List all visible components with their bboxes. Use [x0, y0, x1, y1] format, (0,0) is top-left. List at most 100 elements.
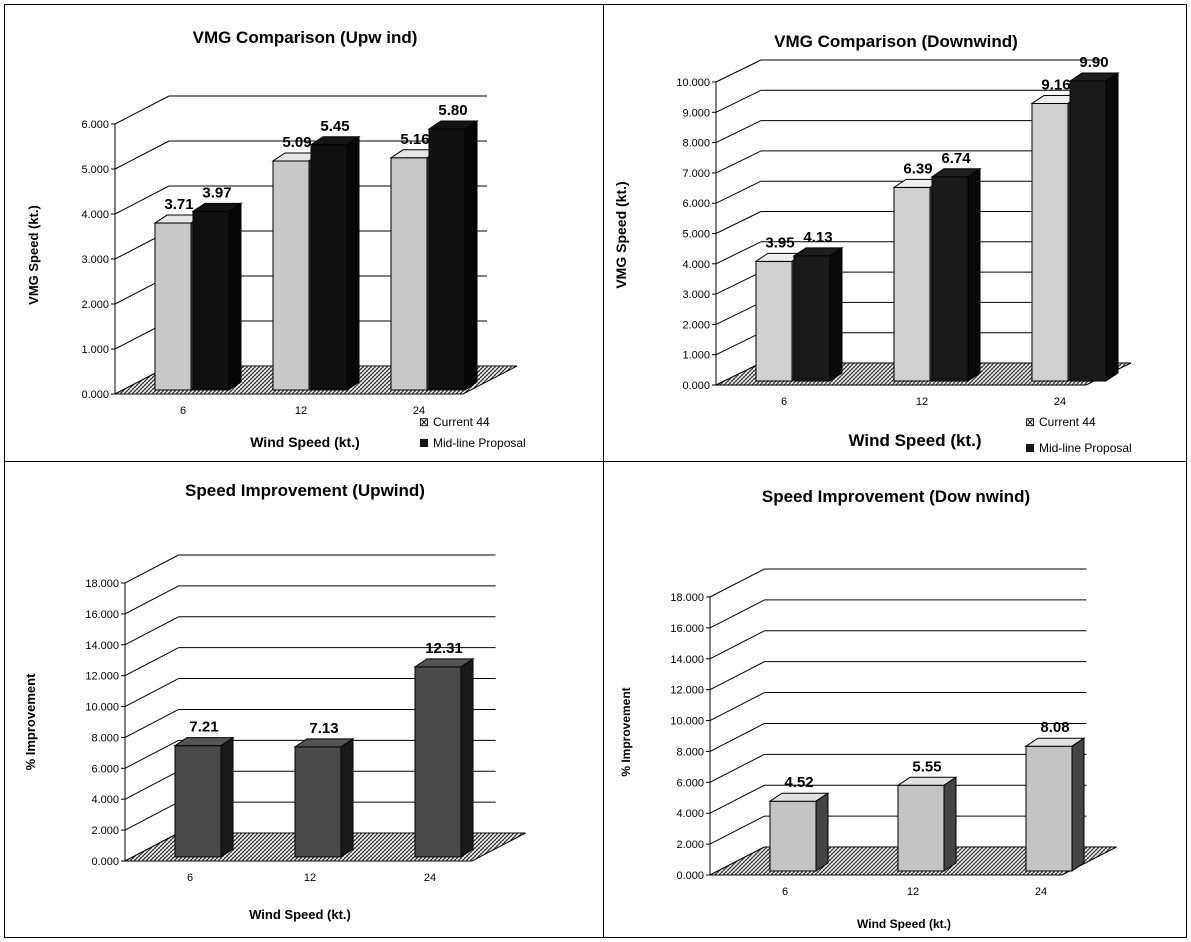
data-label: 5.09 — [282, 134, 311, 151]
bar — [930, 167, 982, 382]
y-tick-label: 12.000 — [85, 671, 119, 683]
chart-title: VMG Comparison (Upw ind) — [193, 28, 418, 47]
bar — [293, 737, 355, 858]
chart-panel-improvement-upwind: Speed Improvement (Upwind) Wind Speed (k… — [4, 461, 604, 938]
bar — [1068, 72, 1120, 382]
bar-front — [1025, 745, 1073, 872]
legend-marker-current-44: ⊠ — [419, 415, 429, 429]
gridline-diagonal — [715, 211, 762, 234]
bar-side — [967, 167, 981, 382]
data-label: 9.90 — [1079, 54, 1108, 71]
gridline-diagonal — [709, 630, 765, 660]
x-tick-label: 24 — [424, 872, 436, 884]
y-tick-label: 1.000 — [682, 350, 710, 362]
y-tick-label: 8.000 — [91, 732, 119, 744]
legend-marker-current-44: ⊠ — [1025, 415, 1035, 429]
gridline-diagonal — [114, 140, 170, 170]
data-label: 4.52 — [784, 774, 813, 791]
gridline-diagonal — [715, 332, 762, 356]
x-axis-label: Wind Speed (kt.) — [857, 917, 951, 931]
chart-title: Speed Improvement (Upwind) — [185, 481, 425, 500]
y-tick-label: 5.000 — [682, 229, 710, 241]
gridline-diagonal — [124, 554, 179, 584]
x-tick-label: 24 — [1035, 886, 1047, 898]
gridline-diagonal — [715, 241, 762, 265]
gridline-diagonal — [124, 678, 179, 707]
bar-front — [893, 186, 931, 382]
y-tick-label: 18.000 — [670, 592, 704, 604]
bar-front — [272, 160, 310, 391]
gridline-diagonal — [114, 95, 170, 125]
x-tick-label: 12 — [304, 872, 316, 884]
y-tick-label: 16.000 — [670, 623, 704, 635]
bar-front — [294, 746, 342, 858]
legend: ⊠ Current 44 Mid-line Proposal — [1025, 415, 1132, 455]
y-tick-label: 0.000 — [676, 870, 704, 882]
y-tick-label: 14.000 — [85, 640, 119, 652]
data-label: 4.13 — [803, 229, 832, 246]
y-tick-label: 6.000 — [91, 763, 119, 775]
x-axis-label: Wind Speed (kt.) — [250, 434, 360, 450]
gridline-diagonal — [709, 784, 765, 814]
chart-svg-vmg-upwind: VMG Comparison (Upw ind) Wind Speed (kt.… — [26, 28, 526, 450]
gridline-diagonal — [709, 815, 765, 845]
y-tick-label: 6.000 — [81, 119, 109, 131]
bar-side — [1105, 72, 1119, 382]
x-tick-label: 6 — [187, 872, 193, 884]
y-tick-label: 8.000 — [682, 138, 710, 150]
chart-svg-improvement-upwind: Speed Improvement (Upwind) Wind Speed (k… — [23, 481, 526, 922]
data-label: 8.08 — [1040, 719, 1069, 736]
x-tick-label: 12 — [295, 405, 307, 417]
y-tick-label: 16.000 — [85, 609, 119, 621]
gridline-diagonal — [715, 120, 762, 144]
bar-front — [1069, 80, 1107, 382]
legend-marker-mid-line — [420, 439, 428, 447]
chart-panel-vmg-downwind: VMG Comparison (Downwind) Wind Speed (kt… — [603, 4, 1187, 462]
chart-title: Speed Improvement (Dow nwind) — [762, 487, 1030, 506]
bar — [413, 657, 475, 858]
y-tick-label: 7.000 — [682, 168, 710, 180]
y-tick-label: 18.000 — [85, 578, 119, 590]
gridline-diagonal — [709, 722, 765, 752]
y-axis-label: % Improvement — [23, 673, 38, 770]
y-tick-label: 12.000 — [670, 685, 704, 697]
bar-side — [346, 135, 360, 391]
bar-front — [428, 128, 466, 391]
y-tick-label: 10.000 — [85, 702, 119, 714]
legend-marker-mid-line — [1026, 444, 1034, 452]
bar — [1024, 737, 1086, 872]
y-tick-label: 3.000 — [81, 254, 109, 266]
bar — [191, 202, 243, 391]
y-tick-label: 2.000 — [91, 825, 119, 837]
x-tick-label: 12 — [907, 886, 919, 898]
y-tick-label: 0.000 — [81, 389, 109, 401]
legend: ⊠ Current 44 Mid-line Proposal — [419, 415, 526, 450]
legend-label-mid-line: Mid-line Proposal — [1039, 441, 1132, 455]
bar — [173, 736, 235, 858]
gridline-diagonal — [709, 568, 765, 598]
x-tick-label: 24 — [413, 405, 425, 417]
bar-side — [815, 792, 829, 872]
y-axis-label: VMG Speed (kt.) — [26, 205, 41, 305]
x-tick-label: 12 — [916, 396, 928, 408]
gridline-diagonal — [709, 661, 765, 691]
y-tick-label: 8.000 — [676, 746, 704, 758]
data-label: 6.74 — [941, 150, 971, 167]
bar-front — [310, 144, 348, 391]
bar-side — [228, 202, 242, 391]
data-label: 12.31 — [425, 640, 463, 657]
bar-side — [340, 737, 354, 858]
chart-svg-improvement-downwind: Speed Improvement (Dow nwind) Wind Speed… — [619, 487, 1117, 931]
bar-front — [793, 255, 831, 382]
y-tick-label: 9.000 — [682, 107, 710, 119]
bar-front — [174, 745, 222, 858]
gridline-diagonal — [709, 692, 765, 722]
bar-front — [154, 222, 192, 391]
y-tick-label: 5.000 — [81, 164, 109, 176]
gridline-diagonal — [124, 770, 179, 800]
y-tick-label: 2.000 — [81, 299, 109, 311]
gridline-diagonal — [715, 89, 762, 113]
y-tick-label: 6.000 — [676, 777, 704, 789]
gridline-diagonal — [715, 150, 762, 174]
bar-front — [931, 176, 969, 382]
